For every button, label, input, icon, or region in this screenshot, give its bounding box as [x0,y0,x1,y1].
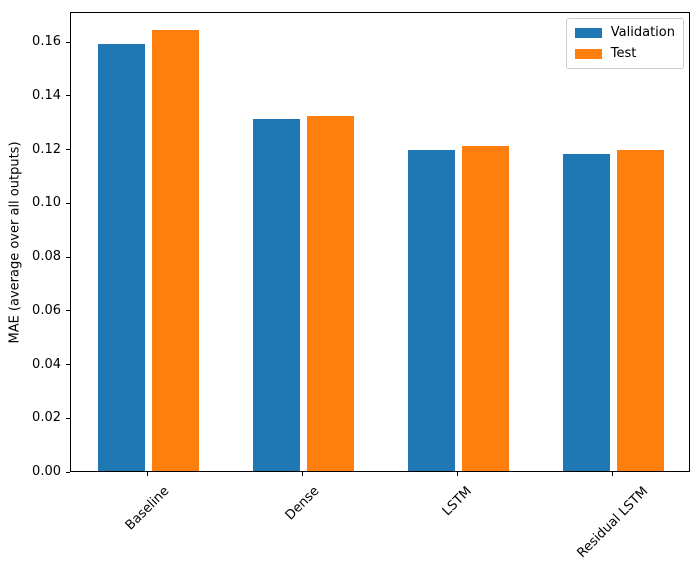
y-tick-mark [66,41,70,43]
legend-item-test: Test [574,46,675,62]
plot-area: Validation Test [70,12,690,472]
y-tick-label: 0.02 [32,410,61,426]
bar-validation-residual-lstm [563,153,610,471]
legend-label: Validation [610,25,675,40]
y-tick-label: 0.16 [32,34,61,50]
y-tick-mark [66,471,70,473]
x-tick-mark [612,472,613,476]
y-tick-mark [66,95,70,97]
bar-test-baseline [152,30,199,471]
legend: Validation Test [565,18,684,69]
bar-validation-baseline [98,43,145,471]
y-tick-label: 0.12 [32,141,61,157]
y-tick-label: 0.04 [32,356,61,372]
y-tick-label: 0.10 [32,195,61,211]
x-tick-mark [147,472,148,476]
x-tick-label: Dense [282,483,323,524]
bar-validation-dense [253,119,300,471]
y-tick-mark [66,256,70,258]
y-tick-mark [66,417,70,419]
y-tick-mark [66,310,70,312]
x-tick-mark [302,472,303,476]
y-tick-mark [66,149,70,151]
legend-label: Test [610,46,637,61]
x-tick-label: Baseline [122,483,173,534]
y-tick-mark [66,364,70,366]
legend-swatch-icon [574,49,602,59]
legend-item-validation: Validation [574,25,675,41]
y-tick-label: 0.00 [32,464,61,479]
x-tick-mark [457,472,458,476]
y-tick-label: 0.14 [32,87,61,103]
y-tick-label: 0.08 [32,249,61,265]
bar-validation-lstm [408,149,455,471]
x-tick-label: LSTM [439,484,475,520]
y-tick-mark [66,202,70,204]
bar-test-dense [307,116,354,471]
bar-test-residual-lstm [617,149,664,471]
bar-test-lstm [462,145,509,471]
legend-swatch-icon [574,28,602,38]
y-tick-label: 0.06 [32,302,61,318]
x-tick-label: Residual LSTM [573,484,651,561]
